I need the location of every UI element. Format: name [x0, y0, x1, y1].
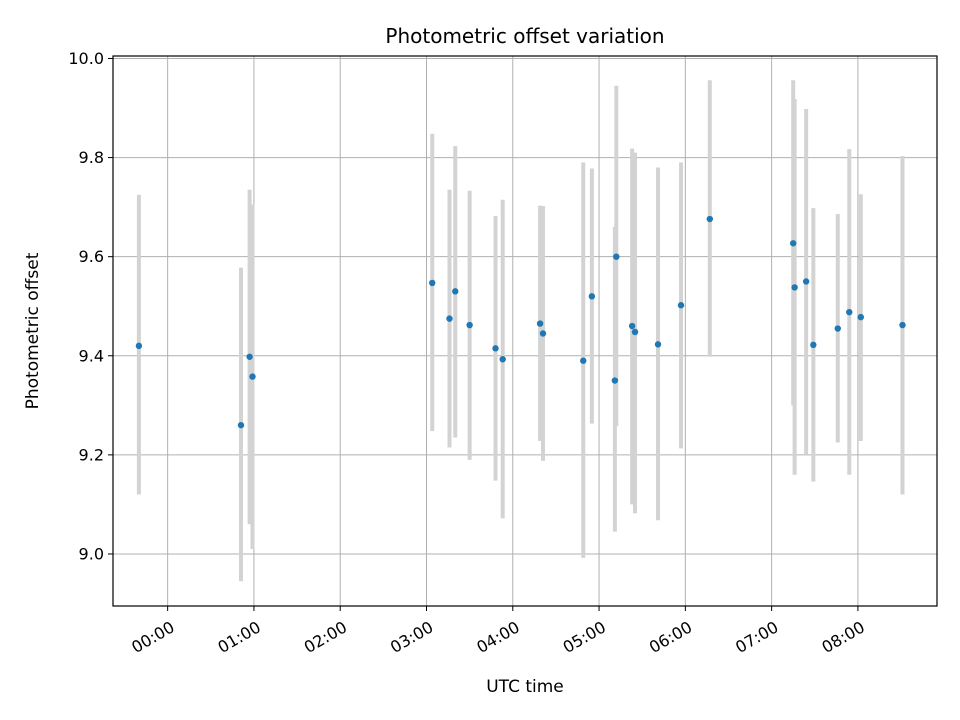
data-point — [580, 357, 587, 364]
y-axis: 9.0 9.2 9.4 9.6 9.8 10.0 — [68, 49, 113, 563]
data-point — [802, 278, 810, 285]
data-point — [846, 308, 853, 316]
data-point — [492, 345, 499, 352]
data-point — [613, 253, 620, 260]
y-tick-label: 9.6 — [79, 247, 104, 266]
data-point — [466, 321, 473, 329]
data-point — [246, 353, 253, 360]
data-point — [135, 342, 143, 350]
data-point — [446, 315, 453, 322]
data-points — [135, 215, 906, 429]
data-point — [857, 313, 864, 321]
chart-title: Photometric offset variation — [385, 24, 664, 48]
data-point — [628, 322, 636, 330]
x-axis-label: UTC time — [486, 677, 564, 697]
data-point — [539, 330, 547, 337]
data-point — [237, 421, 245, 429]
y-tick-label: 9.2 — [79, 445, 104, 464]
data-point — [899, 321, 906, 329]
data-point — [706, 215, 713, 223]
data-point — [611, 377, 619, 384]
data-point — [834, 325, 841, 332]
y-tick-label: 9.0 — [79, 544, 104, 563]
y-tick-label: 9.8 — [79, 148, 104, 167]
data-point — [791, 284, 798, 291]
data-point — [789, 240, 797, 247]
y-tick-label: 9.4 — [79, 346, 104, 365]
data-point — [536, 320, 544, 327]
data-point — [249, 373, 256, 380]
data-point — [810, 341, 817, 349]
data-point — [677, 302, 685, 309]
data-point — [452, 288, 459, 295]
data-point — [429, 279, 436, 287]
data-point — [654, 341, 662, 348]
data-point — [588, 293, 596, 300]
data-point — [631, 328, 639, 336]
y-tick-label: 10.0 — [68, 49, 104, 68]
y-axis-label: Photometric offset — [23, 252, 43, 409]
plot-frame — [112, 55, 938, 607]
data-point — [499, 356, 506, 363]
